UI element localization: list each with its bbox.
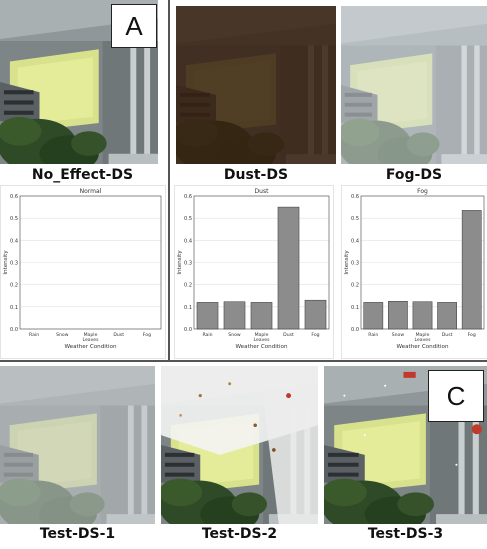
y-tick-label: 0.6 <box>184 194 192 200</box>
caption-test-ds-2: Test-DS-2 <box>201 526 278 542</box>
y-tick-label: 0.3 <box>351 261 359 267</box>
chart-normal-svg: Normal 0.0 0.1 0.2 0.3 0.4 0.5 0.6 Rain Snow Maple… <box>3 188 162 350</box>
caption-fog: Fog-DS <box>385 167 443 183</box>
bar <box>196 302 219 330</box>
x-tick-label: Snow <box>56 332 69 338</box>
chart-fog: Fog 0.0 0.1 0.2 0.3 0.4 0.5 0.6 Rain Snow Maple Lea… <box>341 185 487 359</box>
y-tick-label: 0.2 <box>10 283 18 289</box>
bar <box>437 302 457 330</box>
chart-fog-svg: Fog 0.0 0.1 0.2 0.3 0.4 0.5 0.6 Rain Snow MapleLea… <box>344 188 485 350</box>
x-tick-label: Fog <box>311 332 319 338</box>
dust-image <box>176 6 336 164</box>
chart-normal: Normal 0.0 0.1 0.2 0.3 0.4 0.5 0.6 Rain Snow Maple… <box>0 185 166 359</box>
x-tick-label: Maple <box>255 332 269 338</box>
x-tick-label: Fog <box>468 332 476 338</box>
chart-dust: Dust 0.0 0.1 0.2 0.3 0.4 0.5 0.6 Rain Snow Maple Le… <box>174 185 334 359</box>
y-tick-label: 0.4 <box>184 238 192 244</box>
y-tick-label: 0.3 <box>10 261 18 267</box>
x-axis-label: Weather Condition <box>64 344 116 350</box>
chart-title: Dust <box>255 188 270 195</box>
x-tick-label: Fog <box>143 332 151 338</box>
y-tick-label: 0.6 <box>10 194 18 200</box>
chart-dust-svg: Dust 0.0 0.1 0.2 0.3 0.4 0.5 0.6 Rain Snow MapleLe… <box>177 188 330 350</box>
x-tick-label: Maple <box>84 332 98 338</box>
y-tick-label: 0.6 <box>351 194 359 200</box>
y-tick-label: 0.0 <box>10 327 18 333</box>
bar <box>412 301 433 330</box>
y-tick-label: 0.1 <box>351 305 359 311</box>
x-tick-label: Leaves <box>414 337 431 343</box>
panel-letter-c: C <box>428 370 484 422</box>
x-axis-label: Weather Condition <box>396 344 448 350</box>
plot-frame <box>19 195 162 330</box>
test-ds-2-image <box>161 366 318 524</box>
y-tick-label: 0.0 <box>351 327 359 333</box>
y-tick-label: 0.3 <box>184 261 192 267</box>
y-axis-label: Intensity <box>3 250 9 275</box>
caption-test-ds-3: Test-DS-3 <box>367 526 444 542</box>
y-tick-label: 0.4 <box>10 238 18 244</box>
chart-title: Normal <box>80 188 102 195</box>
bar <box>388 301 408 330</box>
x-tick-label: Dust <box>113 332 124 338</box>
y-axis-label: Intensity <box>344 250 350 275</box>
bar <box>363 302 384 330</box>
bar <box>304 299 327 330</box>
x-tick-label: Rain <box>29 332 39 338</box>
x-tick-label: Leaves <box>82 337 99 343</box>
chart-title: Fog <box>417 188 428 195</box>
y-tick-label: 0.1 <box>10 305 18 311</box>
caption-test-ds-1: Test-DS-1 <box>39 526 116 542</box>
bar <box>250 302 273 330</box>
y-tick-label: 0.5 <box>184 216 192 222</box>
x-tick-label: Snow <box>228 332 241 338</box>
panel-letter-a: A <box>111 4 157 48</box>
y-tick-label: 0.4 <box>351 238 359 244</box>
y-axis-label: Intensity <box>177 250 183 275</box>
y-tick-label: 0.1 <box>184 305 192 311</box>
caption-no-effect: No_Effect-DS <box>31 167 134 183</box>
bar <box>277 206 300 330</box>
test-ds-1-image <box>0 366 155 524</box>
y-tick-label: 0.5 <box>10 216 18 222</box>
x-axis-label: Weather Condition <box>235 344 287 350</box>
x-tick-label: Leaves <box>253 337 270 343</box>
x-tick-label: Rain <box>202 332 212 338</box>
x-tick-label: Dust <box>442 332 453 338</box>
x-tick-label: Snow <box>392 332 405 338</box>
panel-divider-vertical <box>168 0 170 360</box>
y-tick-label: 0.5 <box>351 216 359 222</box>
y-tick-label: 0.0 <box>184 327 192 333</box>
x-tick-label: Dust <box>283 332 294 338</box>
x-tick-label: Rain <box>368 332 378 338</box>
fog-image <box>341 6 487 164</box>
bar <box>461 210 482 330</box>
x-tick-label: Maple <box>416 332 430 338</box>
bar <box>223 301 246 330</box>
y-tick-label: 0.2 <box>184 283 192 289</box>
y-tick-label: 0.2 <box>351 283 359 289</box>
caption-dust: Dust-DS <box>223 167 289 183</box>
panel-divider-horizontal <box>0 360 487 362</box>
